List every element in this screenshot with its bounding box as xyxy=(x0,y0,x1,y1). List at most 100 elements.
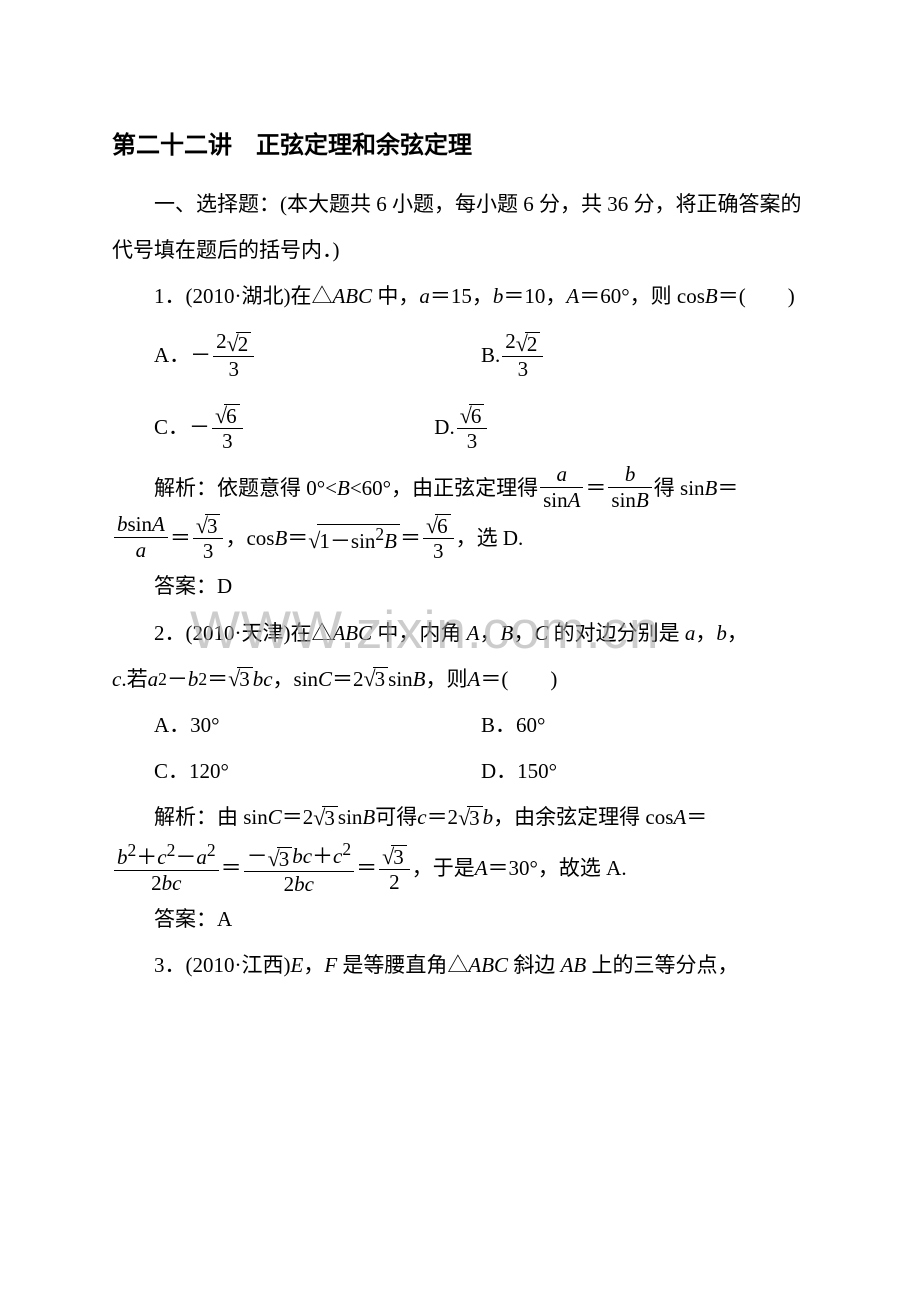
var: a xyxy=(419,284,430,308)
var: c xyxy=(112,656,121,702)
text: ，cos xyxy=(225,515,274,561)
v: b xyxy=(117,845,128,869)
sin: sin xyxy=(388,656,413,702)
q3-stem: 3．(2010·江西)E，F 是等腰直角△ABC 斜边 AB 上的三等分点， xyxy=(112,942,808,988)
text: ，sin xyxy=(273,656,319,702)
text: ＝15， xyxy=(430,284,493,308)
text: 中， xyxy=(372,284,419,308)
var: B xyxy=(636,488,649,512)
text: ，则 xyxy=(426,656,468,702)
q1-option-b[interactable]: B. 2√2 3 xyxy=(481,330,808,381)
q1-option-a[interactable]: A．－ 2√2 3 xyxy=(154,330,481,381)
q2-options-row1: A．30° B．60° xyxy=(154,702,808,748)
fraction: －√3bc＋c2 2bc xyxy=(244,840,355,896)
num: b xyxy=(608,463,651,488)
sup: 2 xyxy=(198,660,207,699)
page-content: 第二十二讲 正弦定理和余弦定理 一、选择题：(本大题共 6 小题，每小题 6 分… xyxy=(0,0,920,1049)
coef: 2 xyxy=(505,329,516,353)
var: c xyxy=(417,794,426,840)
text: ＝10， xyxy=(503,284,566,308)
v: c xyxy=(157,845,166,869)
radicand: 6 xyxy=(469,404,485,427)
sin: sin xyxy=(611,488,636,512)
q2-stem-2: c.若 a2－b2＝√3bc，sinC＝2√3sinB，则 A＝( ) xyxy=(112,656,808,702)
t: ＋ xyxy=(136,845,157,869)
q1-option-c[interactable]: C．－ √6 3 xyxy=(154,402,434,453)
q2-option-c[interactable]: C．120° xyxy=(154,748,481,794)
text: ， xyxy=(695,621,716,645)
den: 3 xyxy=(212,429,243,453)
r: 3 xyxy=(391,845,407,868)
lecture-title: 第二十二讲 正弦定理和余弦定理 xyxy=(112,120,808,173)
var: AB xyxy=(561,953,587,977)
eq: ＝2 xyxy=(332,656,364,702)
text: ＝( ) xyxy=(480,656,557,702)
q2-option-d[interactable]: D．150° xyxy=(481,748,808,794)
text: 上的三等分点， xyxy=(586,953,738,977)
s: 2 xyxy=(342,839,351,859)
v: bc xyxy=(294,872,314,896)
text: ， xyxy=(727,621,748,645)
sin: sin xyxy=(543,488,568,512)
text: ＝( ) xyxy=(718,284,795,308)
q1-stem: 1．(2010·湖北)在△ABC 中，a＝15，b＝10，A＝60°，则 cos… xyxy=(112,273,808,319)
sin: sin xyxy=(128,512,153,536)
var: C xyxy=(268,794,282,840)
fraction: √3 2 xyxy=(379,843,410,894)
text: ， xyxy=(513,621,534,645)
q2-analysis-1: 解析：由 sinC＝2√3sinB 可得 c＝2√3b，由余弦定理得 cosA＝ xyxy=(112,794,808,840)
var: C xyxy=(318,656,332,702)
fraction: √6 3 xyxy=(212,402,243,453)
q1-option-d[interactable]: D. √6 3 xyxy=(434,402,808,453)
v: c xyxy=(333,844,342,868)
text: 的对边分别是 xyxy=(548,621,685,645)
eq: ＝ xyxy=(170,515,191,561)
fraction: 2√2 3 xyxy=(213,330,254,381)
var: B xyxy=(337,465,350,511)
var: C xyxy=(534,621,548,645)
den: 3 xyxy=(193,539,224,563)
radicand: 2 xyxy=(525,332,541,355)
text: ＝60°，则 cos xyxy=(579,284,705,308)
var: A xyxy=(566,284,579,308)
v: a xyxy=(196,845,207,869)
s: 2 xyxy=(128,840,137,860)
text: 解析：由 sin xyxy=(154,794,268,840)
radicand: 6 xyxy=(224,404,240,427)
text: 斜边 xyxy=(508,953,561,977)
radicand: 6 xyxy=(435,514,451,537)
var: E xyxy=(290,953,303,977)
eq: ＝ xyxy=(221,845,242,891)
q2-stem-1: 2．(2010·天津)在△ABC 中，内角 A，B，C 的对边分别是 a，b， xyxy=(112,610,808,656)
var: B xyxy=(705,465,718,511)
radicand: 2 xyxy=(236,332,252,355)
eq: ＝ xyxy=(585,465,606,511)
den: 3 xyxy=(502,357,543,381)
text: ，于是 xyxy=(412,845,475,891)
var: F xyxy=(324,953,337,977)
s: 2 xyxy=(207,840,216,860)
var: b xyxy=(493,284,504,308)
text: ＝30°，故选 A. xyxy=(488,845,627,891)
r: 3 xyxy=(277,847,293,870)
sup: 2 xyxy=(158,660,167,699)
q2-option-b[interactable]: B．60° xyxy=(481,702,808,748)
fraction: b2＋c2－a2 2bc xyxy=(114,841,219,895)
q1-analysis-1: 解析：依题意得 0°<B<60°，由正弦定理得 a sinA ＝ b sinB … xyxy=(112,463,808,512)
text: 是等腰直角△ xyxy=(337,953,468,977)
fraction: bsinA a xyxy=(114,513,168,562)
q1-answer: 答案：D xyxy=(112,563,808,609)
text: ， xyxy=(303,953,324,977)
t: 2 xyxy=(284,872,295,896)
var: B xyxy=(500,621,513,645)
var: B xyxy=(413,656,426,702)
q2-option-a[interactable]: A．30° xyxy=(154,702,481,748)
text: ，由余弦定理得 cos xyxy=(493,794,673,840)
t: ＋ xyxy=(312,844,333,868)
radicand: 3 xyxy=(322,806,338,829)
text: 可得 xyxy=(375,794,417,840)
fraction: a sinA xyxy=(540,463,583,512)
fraction: 2√2 3 xyxy=(502,330,543,381)
text: <60°，由正弦定理得 xyxy=(350,465,538,511)
t: 2 xyxy=(151,871,162,895)
